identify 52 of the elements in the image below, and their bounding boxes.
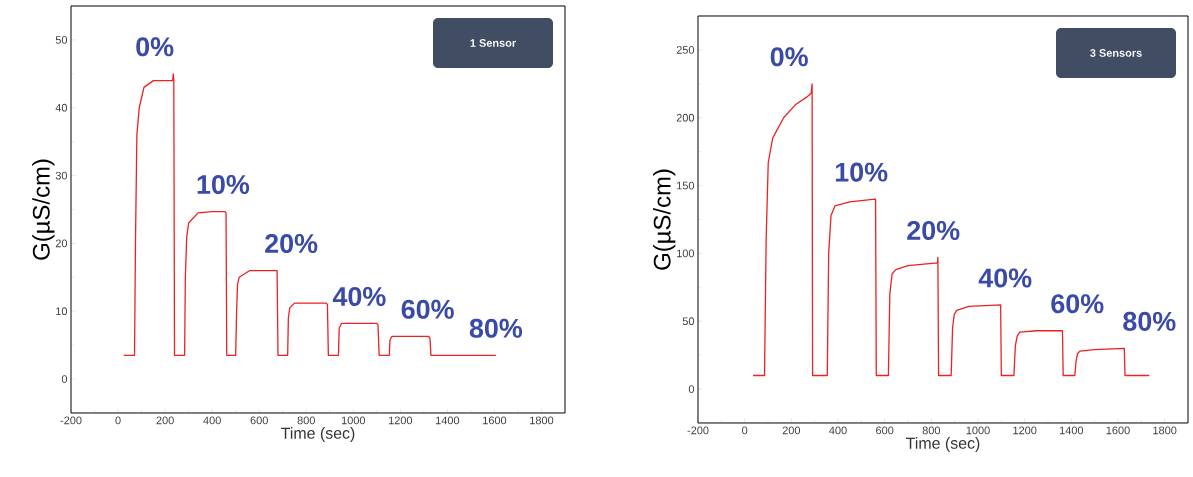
annotation: 40%	[332, 286, 386, 306]
x-tick-label: 1600	[1106, 426, 1130, 435]
y-tick-label: 10	[56, 307, 68, 316]
y-tick-label: 250	[676, 46, 695, 54]
y-tick-label: 150	[677, 181, 695, 190]
x-tick-label: 200	[156, 416, 174, 425]
x-tick-label: 800	[297, 416, 315, 425]
y-tick-label: 50	[55, 36, 68, 44]
y-tick-label: 200	[676, 113, 695, 122]
y-tick-label: 0	[688, 385, 695, 393]
annotation: 10%	[197, 175, 250, 195]
annotation: 20%	[907, 220, 960, 240]
annotation: 10%	[835, 162, 888, 182]
y-tick-label: 100	[677, 249, 695, 258]
x-tick-label: 400	[203, 416, 221, 425]
annotation: 0%	[136, 37, 174, 57]
annotation: 80%	[1123, 311, 1176, 331]
annotation: 1 Sensor	[470, 39, 516, 47]
y-tick-label: 20	[55, 239, 68, 248]
x-tick-label: 1800	[530, 416, 554, 425]
x-tick-label: 1200	[388, 416, 413, 425]
x-tick-label: 600	[876, 426, 894, 435]
x-tick-label: 0	[742, 426, 748, 435]
annotation: 60%	[401, 299, 454, 319]
x-axis-title: Time (sec)	[281, 427, 355, 442]
annotation: 40%	[978, 268, 1032, 288]
annotation: 80%	[469, 318, 523, 338]
x-tick-label: -200	[60, 416, 82, 425]
x-tick-label: 1000	[966, 426, 990, 435]
x-tick-label: 600	[250, 416, 268, 425]
x-tick-label: 1800	[1153, 426, 1177, 435]
annotation: 60%	[1051, 294, 1104, 314]
annotation: 20%	[265, 234, 318, 254]
y-tick-label: 0	[61, 375, 68, 383]
annotation: 3 Sensors	[1090, 49, 1142, 57]
x-axis-title: Time (sec)	[906, 437, 980, 452]
x-tick-label: 1600	[483, 416, 507, 425]
x-tick-label: -200	[687, 426, 709, 435]
annotation: 0%	[770, 47, 808, 67]
x-tick-label: 1200	[1013, 426, 1037, 435]
x-tick-label: 800	[922, 426, 941, 435]
y-tick-label: 40	[55, 103, 68, 112]
x-tick-label: 1000	[341, 416, 366, 425]
x-tick-label: 0	[115, 416, 121, 425]
y-tick-label: 50	[682, 317, 695, 326]
y-axis-title: G(µS/cm)	[32, 159, 55, 260]
y-axis-title: G(µS/cm)	[653, 169, 676, 270]
x-tick-label: 1400	[1059, 426, 1084, 435]
y-tick-label: 30	[55, 171, 68, 180]
x-tick-label: 200	[782, 426, 801, 435]
x-tick-label: 1400	[436, 416, 460, 425]
x-tick-label: 400	[829, 426, 847, 435]
